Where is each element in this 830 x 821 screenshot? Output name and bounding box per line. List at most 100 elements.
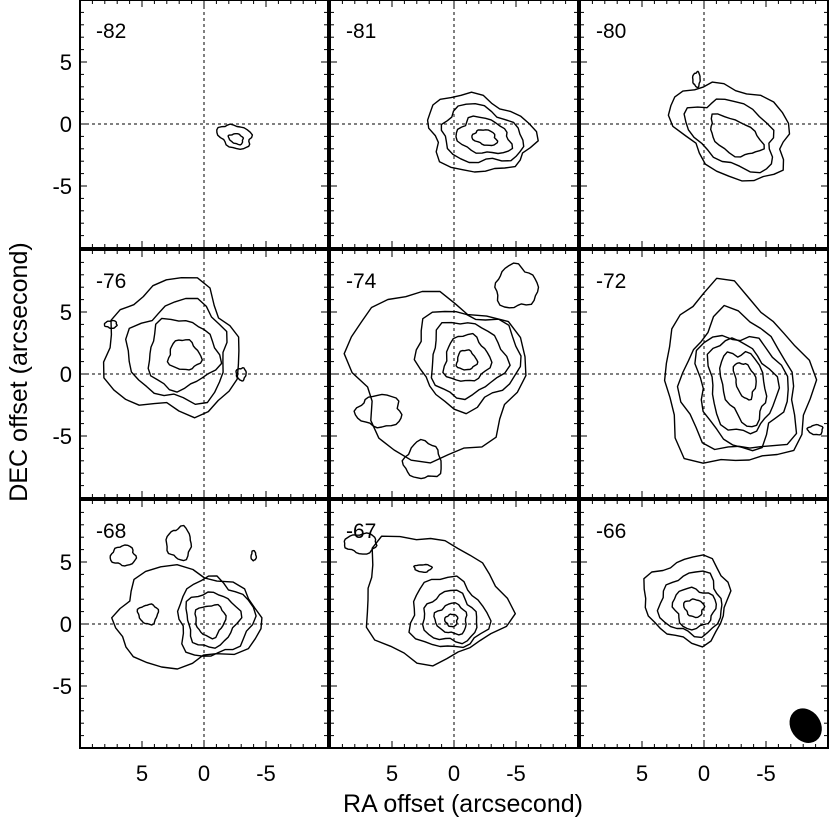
contour-group (343, 532, 516, 667)
contour-line (806, 423, 824, 436)
panel-frame (329, 499, 579, 749)
contour-line (667, 81, 791, 182)
x-tick-label: -5 (756, 761, 776, 786)
velocity-label: -76 (96, 270, 126, 293)
panel-minus-66: -66 (579, 499, 829, 749)
contour-line (401, 438, 442, 480)
contour-line (250, 549, 258, 562)
panel-frame (579, 0, 829, 249)
velocity-label: -81 (346, 20, 376, 43)
panel-frame (79, 249, 329, 499)
panel-minus-67: -67 (329, 499, 579, 749)
y-tick-label: 5 (60, 50, 72, 75)
contour-group (102, 277, 247, 419)
contour-line (343, 532, 378, 555)
panel-minus-81: -81 (329, 0, 579, 249)
contour-line (732, 362, 757, 401)
contour-line (176, 575, 257, 657)
panel-minus-80: -80 (579, 0, 829, 249)
contour-line (442, 332, 493, 382)
panel-minus-82: -82 (79, 0, 329, 249)
y-tick-label: 0 (60, 112, 72, 137)
contour-group (643, 554, 732, 648)
velocity-label: -66 (596, 520, 626, 543)
contour-line (676, 304, 798, 451)
contour-group (343, 262, 540, 480)
y-tick-label: -5 (52, 424, 72, 449)
contour-line (683, 98, 775, 174)
contour-line (413, 310, 522, 415)
velocity-label: -67 (346, 520, 376, 543)
contour-line (710, 113, 765, 158)
x-tick-label: 5 (386, 761, 398, 786)
contour-line (102, 277, 240, 419)
y-tick-labels: 5 0 -5 5 0 -5 5 0 -5 (52, 50, 72, 699)
contour-line (421, 589, 478, 645)
x-tick-label: -5 (506, 761, 526, 786)
panel-minus-74: -74 (329, 249, 579, 499)
contour-line (343, 290, 527, 464)
velocity-label: -68 (96, 520, 126, 543)
x-axis-title: RA offset (arcsecond) (343, 790, 583, 818)
velocity-label: -80 (596, 20, 626, 43)
panel-frame (579, 499, 829, 749)
y-axis-title: DEC offset (arcsecond) (5, 242, 33, 501)
y-tick-label: 5 (60, 300, 72, 325)
channel-map-panels: -82 -81 -80 -76 -74 -72 -68 -67 -66 (79, 0, 829, 749)
velocity-label: -74 (346, 270, 377, 293)
contour-line (227, 133, 245, 146)
contour-line (430, 321, 511, 401)
contour-line (643, 554, 732, 648)
contour-line (494, 262, 540, 309)
x-tick-label: 5 (636, 761, 648, 786)
contour-line (683, 598, 706, 619)
contour-line (455, 349, 479, 371)
contour-line (235, 367, 247, 382)
contour-line (353, 393, 403, 429)
contour-line (185, 591, 243, 649)
contour-group (663, 277, 824, 464)
contour-line (103, 319, 118, 329)
contour-line (194, 603, 227, 640)
y-tick-label: 0 (60, 362, 72, 387)
x-tick-label: -5 (256, 761, 276, 786)
panel-frame (329, 0, 579, 249)
panel-frame (329, 249, 579, 499)
contour-line (656, 570, 723, 639)
contour-line (166, 339, 203, 371)
contour-line (671, 586, 717, 631)
panel-frame (579, 249, 829, 499)
beam-ellipse (789, 708, 822, 743)
contour-line (694, 334, 789, 452)
contour-group (426, 91, 539, 173)
contour-line (471, 129, 499, 147)
contour-line (719, 350, 768, 428)
contour-line (216, 123, 254, 150)
contour-line (663, 277, 818, 464)
panel-frame (79, 0, 329, 249)
contour-line (433, 602, 468, 636)
y-tick-label: -5 (52, 674, 72, 699)
contour-line (426, 91, 539, 173)
contour-group (109, 524, 263, 670)
contour-line (444, 613, 459, 628)
contour-line (408, 575, 492, 649)
velocity-label: -72 (596, 270, 626, 293)
contour-line (109, 544, 138, 567)
x-tick-label: 0 (198, 761, 210, 786)
panel-minus-68: -68 (79, 499, 329, 749)
contour-line (365, 535, 516, 667)
contour-line (136, 603, 160, 626)
contour-group (667, 70, 791, 182)
contour-line (165, 524, 193, 562)
contour-line (691, 70, 701, 89)
contour-line (125, 297, 228, 405)
y-tick-label: 0 (60, 612, 72, 637)
contour-line (147, 317, 223, 393)
tick-marks (580, 0, 828, 248)
panel-minus-72: -72 (579, 249, 829, 499)
x-tick-label: 5 (136, 761, 148, 786)
velocity-label: -82 (96, 20, 126, 43)
y-tick-label: -5 (52, 174, 72, 199)
